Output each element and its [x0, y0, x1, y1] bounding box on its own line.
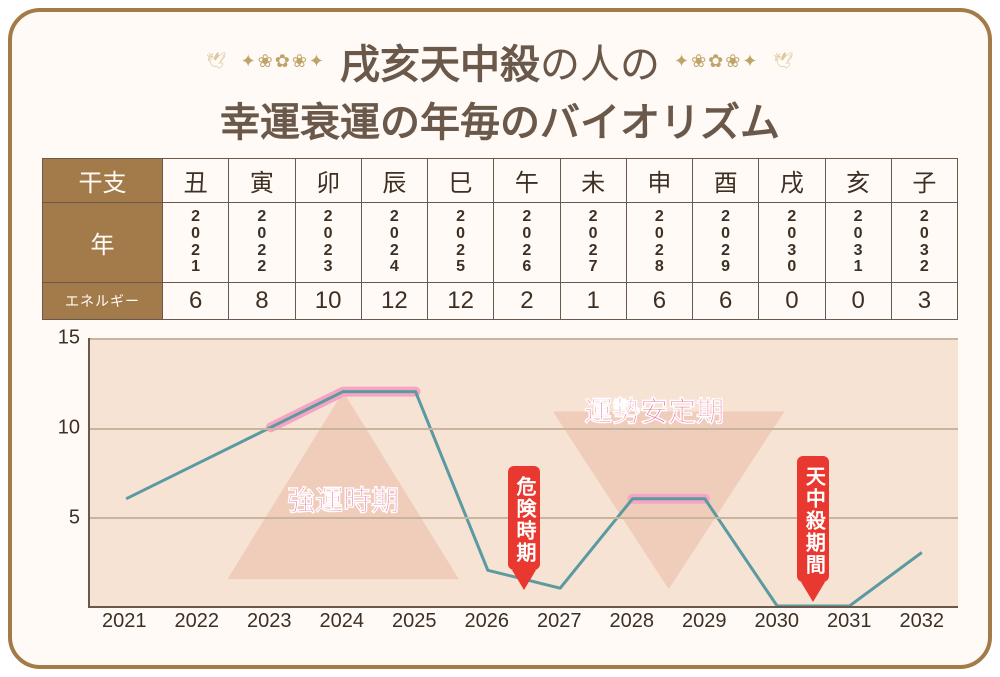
table-cell-eto: 子: [891, 159, 957, 203]
table-row-energy: エネルギー 681012122166003: [43, 283, 958, 320]
table-cell-eto: 辰: [361, 159, 427, 203]
table-cell-eto: 丑: [163, 159, 229, 203]
chart-y-tick: 10: [58, 417, 80, 440]
chart-y-tick: 15: [58, 327, 80, 350]
chart-x-tick: 2023: [233, 610, 306, 638]
table-cell-year: 2023: [295, 203, 361, 283]
row-label-eto: 干支: [43, 159, 163, 203]
table-cell-year: 2025: [428, 203, 494, 283]
chart-x-tick: 2022: [161, 610, 234, 638]
flourish-right-icon: ✦❀✿❀✦: [674, 51, 759, 72]
chart-pointer-tag: 天中殺期間: [797, 456, 829, 582]
table-cell-eto: 申: [626, 159, 692, 203]
chart-x-tick: 2030: [741, 610, 814, 638]
table-cell-eto: 戌: [759, 159, 825, 203]
table-cell-energy: 12: [361, 283, 427, 320]
chart-x-tick: 2021: [88, 610, 161, 638]
chart-annotation: 強運時期: [287, 479, 399, 519]
table-cell-eto: 寅: [229, 159, 295, 203]
table-cell-year: 2021: [163, 203, 229, 283]
table-cell-energy: 10: [295, 283, 361, 320]
table-cell-eto: 亥: [825, 159, 891, 203]
title-rest: の人の: [540, 42, 660, 87]
table-cell-eto: 未: [560, 159, 626, 203]
table-cell-eto: 巳: [428, 159, 494, 203]
table-cell-energy: 6: [693, 283, 759, 320]
table-cell-energy: 0: [825, 283, 891, 320]
chart-x-tick: 2028: [596, 610, 669, 638]
chart-x-tick: 2027: [523, 610, 596, 638]
chart-x-tick: 2031: [813, 610, 886, 638]
zodiac-table: 干支 丑寅卯辰巳午未申酉戌亥子 年 2021202220232024202520…: [42, 158, 958, 320]
line-chart: 51015 強運時期運勢安定期危険時期天中殺期間 202120222023202…: [42, 338, 958, 638]
table-cell-year: 2030: [759, 203, 825, 283]
chart-pointer-arrow-icon: [801, 582, 825, 602]
table-cell-year: 2024: [361, 203, 427, 283]
dove-right-icon: 🕊: [773, 51, 793, 71]
table-cell-year: 2026: [494, 203, 560, 283]
biorhythm-card: 🕊 ✦❀✿❀✦ 戌亥天中殺の人の ✦❀✿❀✦ 🕊 幸運衰運の年毎のバイオリズム …: [8, 8, 992, 669]
table-cell-eto: 午: [494, 159, 560, 203]
table-cell-year: 2032: [891, 203, 957, 283]
table-row-year: 年 20212022202320242025202620272028202920…: [43, 203, 958, 283]
title-main: 戌亥天中殺の人の: [340, 32, 660, 90]
title-block: 🕊 ✦❀✿❀✦ 戌亥天中殺の人の ✦❀✿❀✦ 🕊 幸運衰運の年毎のバイオリズム: [42, 32, 958, 148]
chart-y-tick: 5: [69, 507, 80, 530]
table-cell-energy: 0: [759, 283, 825, 320]
chart-x-tick: 2032: [886, 610, 959, 638]
table-cell-energy: 3: [891, 283, 957, 320]
chart-plot-area: 強運時期 運勢安定期危険時期 天中殺期間: [88, 338, 958, 608]
chart-pointer-arrow-icon: [512, 570, 536, 590]
row-label-year: 年: [43, 203, 163, 283]
chart-y-axis: 51015: [42, 338, 84, 608]
table-cell-year: 2028: [626, 203, 692, 283]
table-cell-energy: 6: [626, 283, 692, 320]
title-line-2: 幸運衰運の年毎のバイオリズム: [42, 90, 958, 148]
table-cell-year: 2031: [825, 203, 891, 283]
chart-gridline: [90, 428, 958, 430]
title-underlined: 戌亥天中殺: [340, 32, 540, 90]
table-cell-year: 2029: [693, 203, 759, 283]
dove-left-icon: 🕊: [206, 51, 226, 71]
table-cell-energy: 1: [560, 283, 626, 320]
table-cell-eto: 酉: [693, 159, 759, 203]
table-cell-year: 2022: [229, 203, 295, 283]
chart-x-tick: 2024: [306, 610, 379, 638]
table-cell-year: 2027: [560, 203, 626, 283]
table-row-eto: 干支 丑寅卯辰巳午未申酉戌亥子: [43, 159, 958, 203]
title-line-1: 🕊 ✦❀✿❀✦ 戌亥天中殺の人の ✦❀✿❀✦ 🕊: [206, 32, 793, 90]
table-cell-energy: 6: [163, 283, 229, 320]
table-cell-energy: 8: [229, 283, 295, 320]
chart-annotation: 運勢安定期: [584, 390, 724, 430]
chart-gridline: [90, 338, 958, 340]
flourish-left-icon: ✦❀✿❀✦: [241, 51, 326, 72]
table-cell-energy: 12: [428, 283, 494, 320]
row-label-energy: エネルギー: [43, 283, 163, 320]
table-cell-energy: 2: [494, 283, 560, 320]
chart-x-axis: 2021202220232024202520262027202820292030…: [88, 610, 958, 638]
chart-x-tick: 2025: [378, 610, 451, 638]
chart-x-tick: 2026: [451, 610, 524, 638]
chart-pointer-tag: 危険時期: [508, 466, 540, 570]
chart-x-tick: 2029: [668, 610, 741, 638]
table-cell-eto: 卯: [295, 159, 361, 203]
